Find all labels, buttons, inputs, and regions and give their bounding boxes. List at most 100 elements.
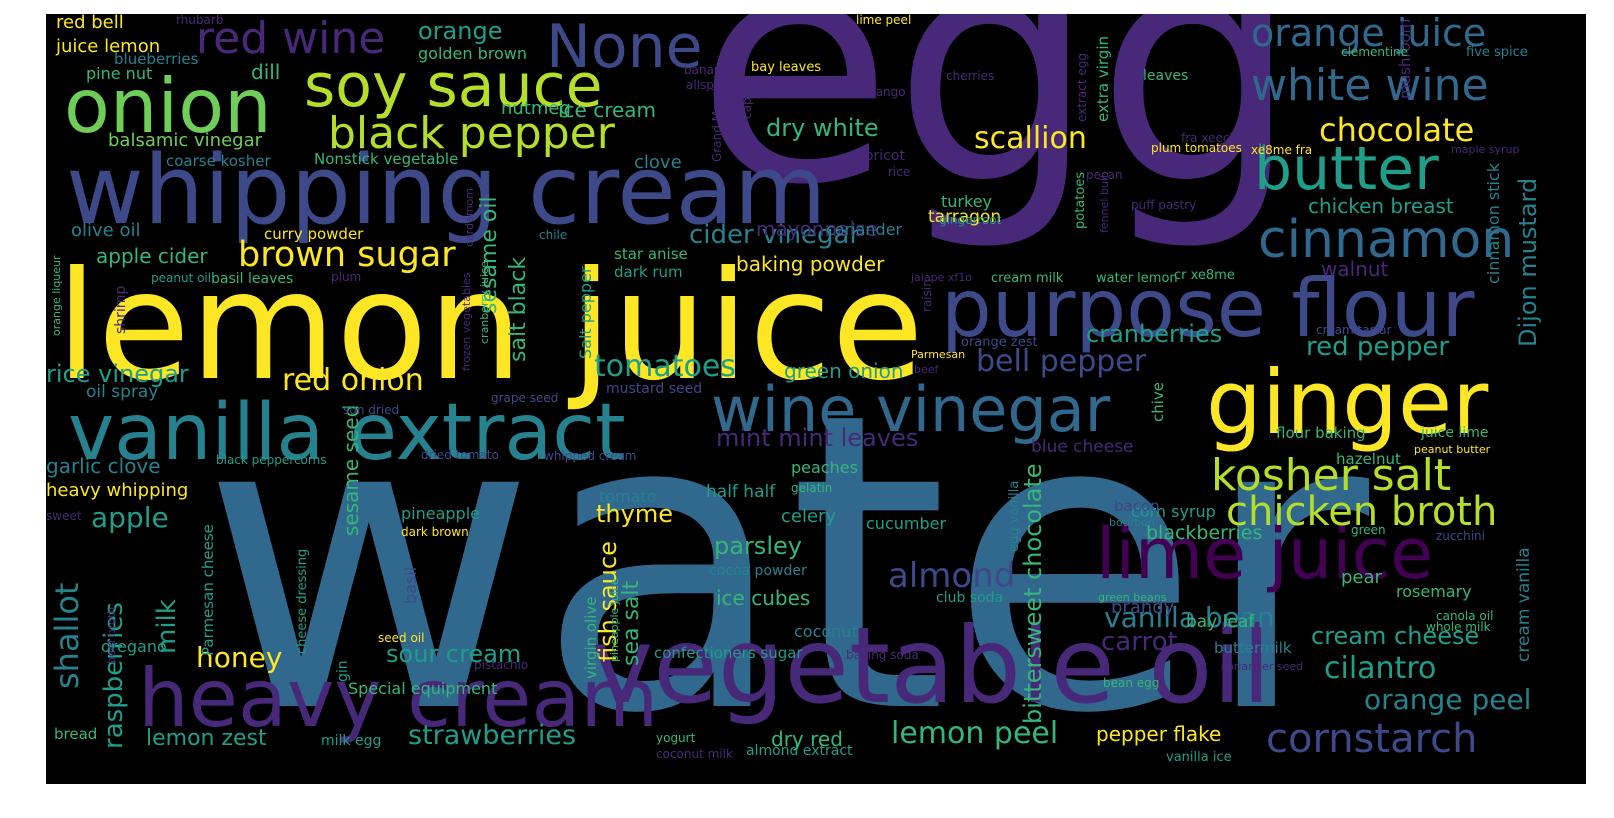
word-special-equipment: Special equipment — [348, 679, 498, 698]
word-flour-baking: flour baking — [1276, 424, 1366, 442]
word-grand-marnier: Grand Marnier — [710, 75, 724, 162]
word-bittersweet-chocolate: bittersweet chocolate — [1019, 463, 1047, 724]
word-chile: chile — [539, 228, 568, 242]
word-hazelnut: hazelnut — [1336, 450, 1401, 468]
word-dry-white: dry white — [766, 114, 879, 142]
word-shallot: shallot — [48, 582, 86, 689]
word-heavy-whipping: heavy whipping — [46, 480, 189, 501]
word-lemon-juice: lemon juice — [56, 240, 924, 414]
word-turkey: turkey — [941, 192, 992, 211]
word-bourbon: bourbon — [1109, 516, 1155, 529]
word-basil: basil — [401, 566, 420, 604]
word-chocolate: chocolate — [1319, 111, 1475, 149]
word-baking-powder: baking powder — [736, 252, 885, 276]
word-parsley: parsley — [714, 532, 802, 560]
word-mango: mango — [864, 85, 906, 99]
word-brown-sugar: brown sugar — [238, 235, 456, 275]
word-heavy-cream: heavy cream — [138, 652, 659, 745]
word-bacon: bacon — [1114, 497, 1160, 515]
word-cinnamon-stick: cinnamon stick — [1484, 162, 1503, 284]
word-leaves: leaves — [1143, 68, 1189, 84]
word-pear: pear — [1341, 567, 1382, 588]
word-pineapple: pineapple — [401, 504, 480, 523]
word-bay-leaf: bay leaf — [1186, 612, 1255, 632]
word-oil-spray: oil spray — [86, 382, 159, 402]
word-shrimp: shrimp — [113, 285, 129, 334]
word-almond: almond — [888, 556, 1016, 596]
word-fennel-bulb: fennel bulb — [1098, 171, 1111, 233]
word-strawberries: strawberries — [408, 720, 577, 751]
word-water-lemon: water lemon — [1096, 271, 1178, 286]
word-nonstick-vegetable: Nonstick vegetable — [314, 150, 459, 168]
word-cilantro: cilantro — [1324, 651, 1437, 686]
word-chive: chive — [1149, 381, 1167, 422]
word-tomatoes: tomatoes — [594, 349, 736, 384]
word-cardamom: cardamom — [463, 187, 476, 247]
word-potatoes: potatoes — [1073, 171, 1088, 229]
word-red-bell: red bell — [56, 14, 124, 33]
word-vanilla-ice: vanilla ice — [1166, 750, 1232, 765]
word-salt-pepper: Salt pepper — [576, 266, 595, 360]
word-orange-zest: orange zest — [961, 335, 1038, 350]
word-egg-vanilla: egg vanilla — [1007, 480, 1022, 552]
word-bread: bread — [54, 725, 98, 743]
word-whipping-cream: whipping cream — [66, 136, 827, 246]
word-cider-vinegar: cider vinegar — [689, 220, 861, 250]
word-cranberry-juice: cranberry juice — [478, 261, 491, 344]
word-banana: banana — [684, 63, 729, 77]
word-coconut-milk: coconut milk — [656, 747, 733, 761]
word-jalape-xf1o: jalape xf1o — [911, 271, 972, 284]
word-coriander-seed: coriander seed — [1221, 660, 1304, 673]
word-half-half: half half — [706, 482, 776, 502]
word-dark-rum: dark rum — [614, 263, 683, 281]
word-bay-leaves: bay leaves — [751, 60, 822, 75]
word-dried-tomato: dried tomato — [421, 448, 499, 462]
word-purpose-flour: purpose flour — [941, 262, 1475, 355]
word-white-wine: white wine — [1251, 60, 1489, 111]
word-cr-xe8me: cr xe8me — [1174, 268, 1235, 283]
word-club-soda: club soda — [936, 590, 1004, 606]
word-allspice: allspice — [686, 78, 732, 92]
word-caper: caper — [740, 85, 754, 119]
word-frozen-vegetables: frozen vegetables — [460, 272, 473, 371]
word-cherries: cherries — [946, 69, 995, 83]
word-rice: rice — [888, 165, 911, 179]
word-sesame-seed: sesame seed — [339, 404, 363, 536]
word-cloud: egg water lemon juice whipping cream vegetab… — [46, 14, 1586, 784]
word-vegetable-oil: vegetable oil — [591, 605, 1271, 727]
word-black-peppercorns: black peppercorns — [216, 453, 327, 467]
word-olive-oil: olive oil — [71, 220, 141, 241]
word-walnut: walnut — [1321, 257, 1389, 281]
word-mayonnaise: mayonnaise — [756, 217, 878, 241]
word-ginger: ginger — [1206, 351, 1489, 454]
word-ice-cubes: ice cubes — [716, 586, 811, 610]
word-milk-egg: milk egg — [321, 733, 382, 749]
word-plum: plum — [331, 270, 362, 284]
word-vanilla-extract: vanilla extract — [68, 388, 626, 478]
word-green-beans: green beans — [1098, 591, 1167, 604]
word-lime-juice: lime juice — [1096, 513, 1434, 595]
word-brandy: brandy — [1111, 597, 1175, 618]
word-orange-peel: orange peel — [1364, 683, 1532, 716]
word-peanut-oil: peanut oil — [151, 271, 212, 285]
word-sea-salt: sea salt — [619, 580, 644, 666]
word-garlic-clove: garlic clove — [46, 454, 161, 478]
word-pistachio: pistachio — [474, 658, 529, 672]
word-virgin-olive: virgin olive — [582, 596, 600, 679]
word-wine-vinegar: wine vinegar — [711, 373, 1111, 446]
word-beef: beef — [914, 363, 939, 376]
word-lime-peel: lime peel — [856, 14, 912, 27]
word-cinnamon: cinnamon — [1258, 210, 1515, 270]
word-extract-egg: extract egg — [1075, 53, 1089, 122]
word-orange-juice: orange juice — [1251, 14, 1487, 55]
word-chicken-broth: chicken broth — [1226, 489, 1498, 535]
word-whole-milk: whole milk — [1426, 620, 1491, 634]
word-orange: orange — [418, 17, 503, 45]
word-thyme: thyme — [596, 500, 673, 528]
word-dill: dill — [251, 60, 281, 84]
word-cornstarch: cornstarch — [1266, 716, 1478, 762]
word-juice-lemon: juice lemon — [56, 36, 161, 57]
word-water: water — [201, 325, 1370, 784]
word-buttermilk: buttermilk — [1214, 639, 1292, 657]
word-lemon-peel: lemon peel — [891, 716, 1059, 751]
